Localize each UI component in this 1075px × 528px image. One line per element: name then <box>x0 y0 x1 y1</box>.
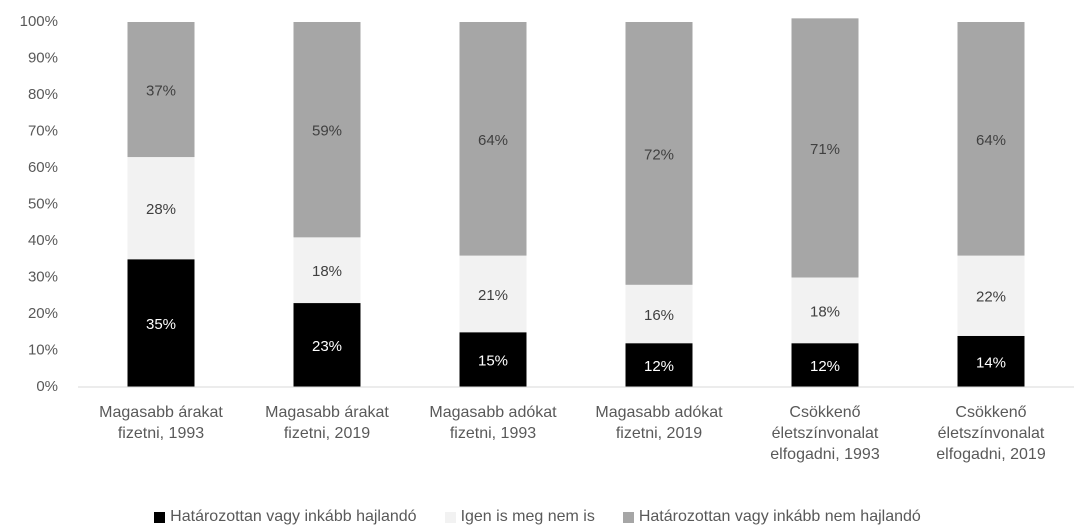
y-tick-label: 80% <box>28 86 58 103</box>
legend: Határozottan vagy inkább hajlandó Igen is… <box>0 508 1075 526</box>
x-tick-label: Csökkenő életszínvonalat elfogadni, 1993 <box>770 404 880 463</box>
bar-segment <box>957 255 1025 336</box>
bar-segment <box>459 332 527 387</box>
bar-segment <box>127 22 195 158</box>
bar-segment <box>625 284 693 344</box>
y-tick-label: 70% <box>28 122 58 139</box>
data-label: 72% <box>644 146 674 163</box>
data-label: 12% <box>810 358 840 375</box>
bar-segment <box>293 22 361 238</box>
data-label: 18% <box>810 303 840 320</box>
bar-segment <box>625 22 693 285</box>
data-label: 15% <box>478 353 508 370</box>
legend-item: Határozottan vagy inkább nem hajlandó <box>622 508 921 526</box>
bar-segment <box>791 343 859 387</box>
legend-label: Határozottan vagy inkább nem hajlandó <box>638 508 921 525</box>
data-label: 37% <box>146 82 176 99</box>
bar-segment <box>625 343 693 387</box>
legend-label: Határozottan vagy inkább hajlandó <box>170 508 417 525</box>
y-tick-label: 100% <box>20 13 58 30</box>
y-tick-label: 10% <box>28 341 58 358</box>
data-label: 28% <box>146 201 176 218</box>
bar-segment <box>459 22 527 256</box>
bar-segment <box>957 22 1025 256</box>
bar-segment <box>127 157 195 260</box>
data-label: 22% <box>976 289 1006 306</box>
y-tick-label: 0% <box>36 378 58 395</box>
data-label: 71% <box>810 141 840 158</box>
legend-swatch <box>154 511 166 523</box>
data-label: 21% <box>478 287 508 304</box>
y-tick-label: 50% <box>28 195 58 212</box>
y-tick-label: 30% <box>28 268 58 285</box>
y-tick-label: 40% <box>28 232 58 249</box>
bar-segment <box>459 255 527 333</box>
bar-segment <box>127 259 195 387</box>
legend-label: Igen is meg nem is <box>460 508 595 525</box>
legend-item: Határozottan vagy inkább hajlandó <box>154 508 417 526</box>
data-label: 23% <box>312 338 342 355</box>
legend-swatch <box>444 511 456 523</box>
data-label: 64% <box>976 132 1006 149</box>
bar-segment <box>957 335 1025 387</box>
data-label: 59% <box>312 123 342 140</box>
bar-segment <box>791 277 859 344</box>
bar-segment <box>293 303 361 387</box>
y-tick-label: 20% <box>28 305 58 322</box>
data-label: 35% <box>146 316 176 333</box>
x-tick-label: Magasabb adókat fizetni, 2019 <box>595 404 723 442</box>
x-tick-label: Magasabb adókat fizetni, 1993 <box>429 404 557 442</box>
data-label: 64% <box>478 132 508 149</box>
y-tick-label: 90% <box>28 49 58 66</box>
x-tick-label: Csökkenő életszínvonalat elfogadni, 2019 <box>936 404 1046 463</box>
data-label: 14% <box>976 354 1006 371</box>
legend-item: Igen is meg nem is <box>444 508 595 526</box>
data-label: 12% <box>644 358 674 375</box>
bar-segment <box>791 18 859 278</box>
data-label: 18% <box>312 263 342 280</box>
legend-swatch <box>622 511 634 523</box>
bar-segment <box>293 237 361 304</box>
y-tick-label: 60% <box>28 159 58 176</box>
x-tick-label: Magasabb árakat fizetni, 2019 <box>265 404 389 442</box>
x-tick-label: Magasabb árakat fizetni, 1993 <box>99 404 223 442</box>
data-label: 16% <box>644 307 674 324</box>
